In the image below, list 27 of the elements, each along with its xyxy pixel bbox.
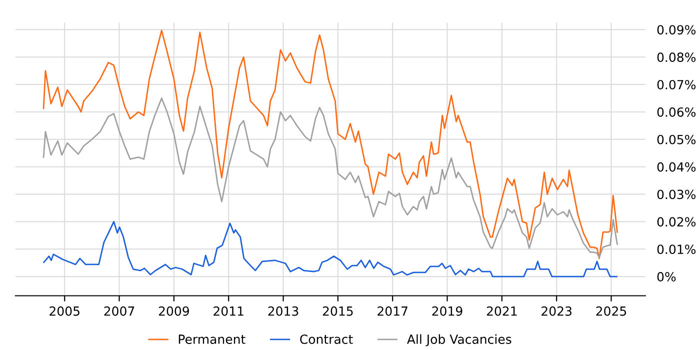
x-tick-label: 2023 (542, 306, 572, 316)
x-tick-label: 2019 (432, 306, 462, 316)
y-tick-label: 0.08% (657, 52, 696, 62)
y-tick-label: 0.01% (657, 244, 696, 254)
x-tick-label: 2015 (322, 306, 353, 316)
line-series (43, 220, 618, 278)
line-series (42, 98, 618, 258)
line-series (42, 30, 618, 260)
y-tick-label: 0.04% (657, 162, 696, 172)
x-tick-label: 2009 (158, 306, 189, 316)
x-tick-label: 2021 (486, 306, 517, 316)
y-tick-label: 0% (657, 272, 676, 282)
x-tick-label: 2025 (596, 306, 626, 316)
y-tick-label: 0.05% (657, 134, 696, 144)
x-tick-label: 2005 (50, 306, 80, 316)
y-tick-label: 0.07% (657, 80, 696, 90)
y-tick-label: 0.03% (657, 190, 696, 200)
legend-label: Contract (300, 334, 353, 344)
x-tick-label: 2017 (378, 306, 408, 316)
x-tick-label: 2013 (268, 306, 298, 316)
x-tick-label: 2011 (214, 306, 244, 316)
y-tick-label: 0.06% (657, 107, 696, 117)
legend-label: Permanent (178, 334, 246, 344)
x-tick-label: 2007 (104, 306, 134, 316)
y-tick-label: 0.02% (657, 217, 696, 227)
y-tick-label: 0.09% (657, 25, 696, 35)
legend-label: All Job Vacancies (407, 334, 512, 346)
